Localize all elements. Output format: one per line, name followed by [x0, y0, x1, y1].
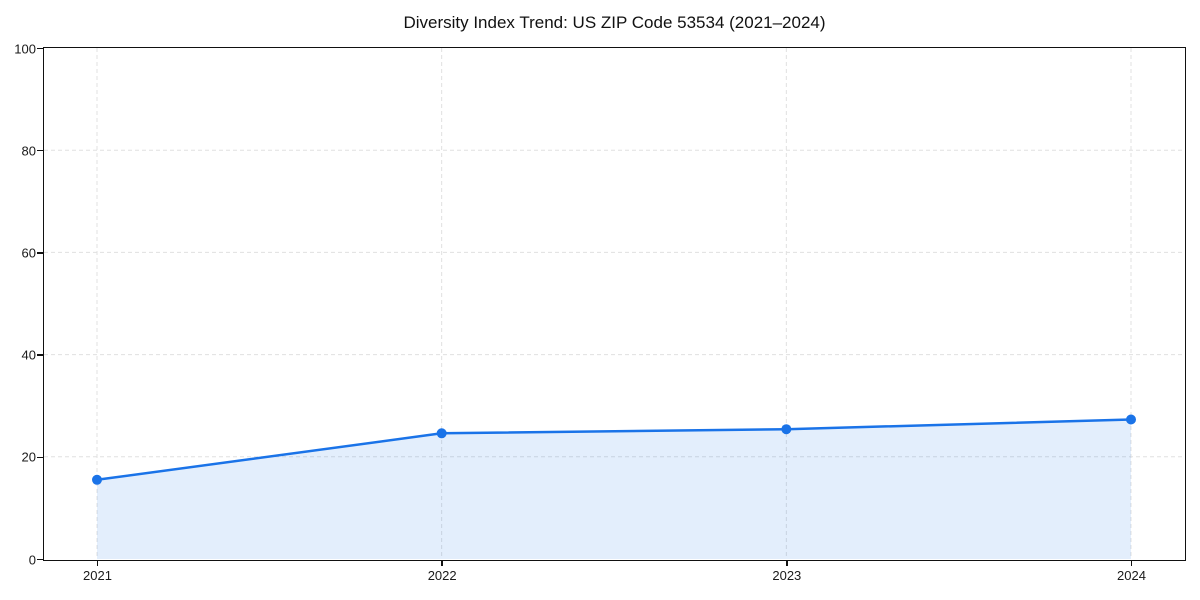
y-tick-mark: [37, 149, 43, 152]
x-tick-mark: [786, 561, 788, 566]
data-point: [436, 428, 447, 439]
y-tick-mark: [37, 47, 43, 50]
y-tick-mark: [37, 354, 43, 356]
x-tick-label: 2023: [772, 568, 802, 583]
x-tick-label: 2021: [83, 568, 112, 583]
x-tick-mark: [96, 561, 99, 566]
y-tick-label: 20: [21, 449, 36, 465]
x-tick-label: 2022: [427, 568, 457, 583]
x-tick-label: 2024: [1117, 568, 1146, 583]
y-tick-mark: [37, 252, 43, 254]
y-tick-label: 0: [28, 552, 36, 567]
y-tick-label: 60: [21, 245, 36, 261]
chart-title: Diversity Index Trend: US ZIP Code 53534…: [403, 13, 826, 32]
trend-line: [95, 418, 1133, 482]
y-tick-mark: [37, 558, 43, 561]
data-point: [92, 474, 102, 485]
y-tick-mark: [37, 456, 43, 459]
data-point: [1126, 414, 1136, 425]
y-tick-label: 100: [14, 41, 36, 56]
y-tick-label: 80: [21, 143, 36, 159]
plot-area: [43, 47, 1186, 561]
x-tick-mark: [441, 561, 443, 566]
line-chart-svg: [44, 48, 1184, 559]
data-point: [781, 424, 792, 435]
area-fill: [97, 419, 1131, 559]
x-tick-mark: [1130, 561, 1133, 566]
y-tick-label: 40: [21, 347, 36, 363]
